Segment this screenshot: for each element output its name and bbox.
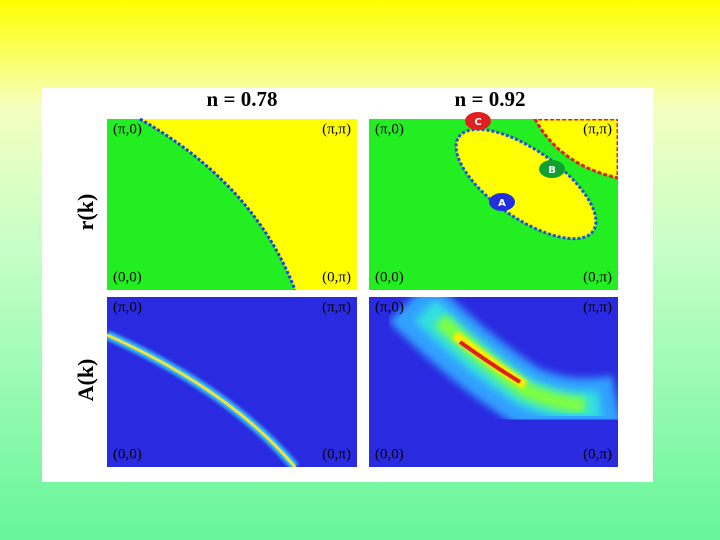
corner-label: (π,π) (583, 121, 612, 137)
panel (369, 297, 618, 467)
corner-label: (0,0) (113, 269, 142, 285)
marker-label: B (548, 165, 556, 176)
corner-label: (0,0) (375, 446, 404, 462)
corner-label: (π,π) (322, 299, 351, 315)
marker-label: A (498, 198, 506, 209)
panel (107, 117, 357, 291)
row-label: r(k) (73, 194, 98, 231)
marker: B (539, 160, 565, 178)
column-title: n = 0.78 (207, 87, 278, 111)
corner-label: (0,0) (113, 446, 142, 462)
marker-label: C (474, 117, 481, 128)
column-title: n = 0.92 (455, 87, 526, 111)
corner-label: (π,0) (375, 299, 404, 315)
corner-label: (0,π) (322, 269, 351, 285)
panel (369, 119, 618, 290)
marker: A (489, 193, 515, 211)
corner-label: (π,0) (375, 121, 404, 137)
corner-label: (π,π) (583, 299, 612, 315)
corner-label: (0,π) (583, 269, 612, 285)
corner-label: (0,π) (322, 446, 351, 462)
row-label: A(k) (73, 359, 98, 402)
corner-label: (π,π) (322, 121, 351, 137)
corner-label: (π,0) (113, 299, 142, 315)
corner-labels: (π,0) (π,π) (0,0) (0,π) (π,0) (π,π) (0,0) (0,π)… (113, 121, 612, 462)
corner-label: (π,0) (113, 121, 142, 137)
corner-label: (0,0) (375, 269, 404, 285)
panel (107, 297, 357, 467)
corner-label: (0,π) (583, 446, 612, 462)
marker: C (465, 112, 491, 130)
